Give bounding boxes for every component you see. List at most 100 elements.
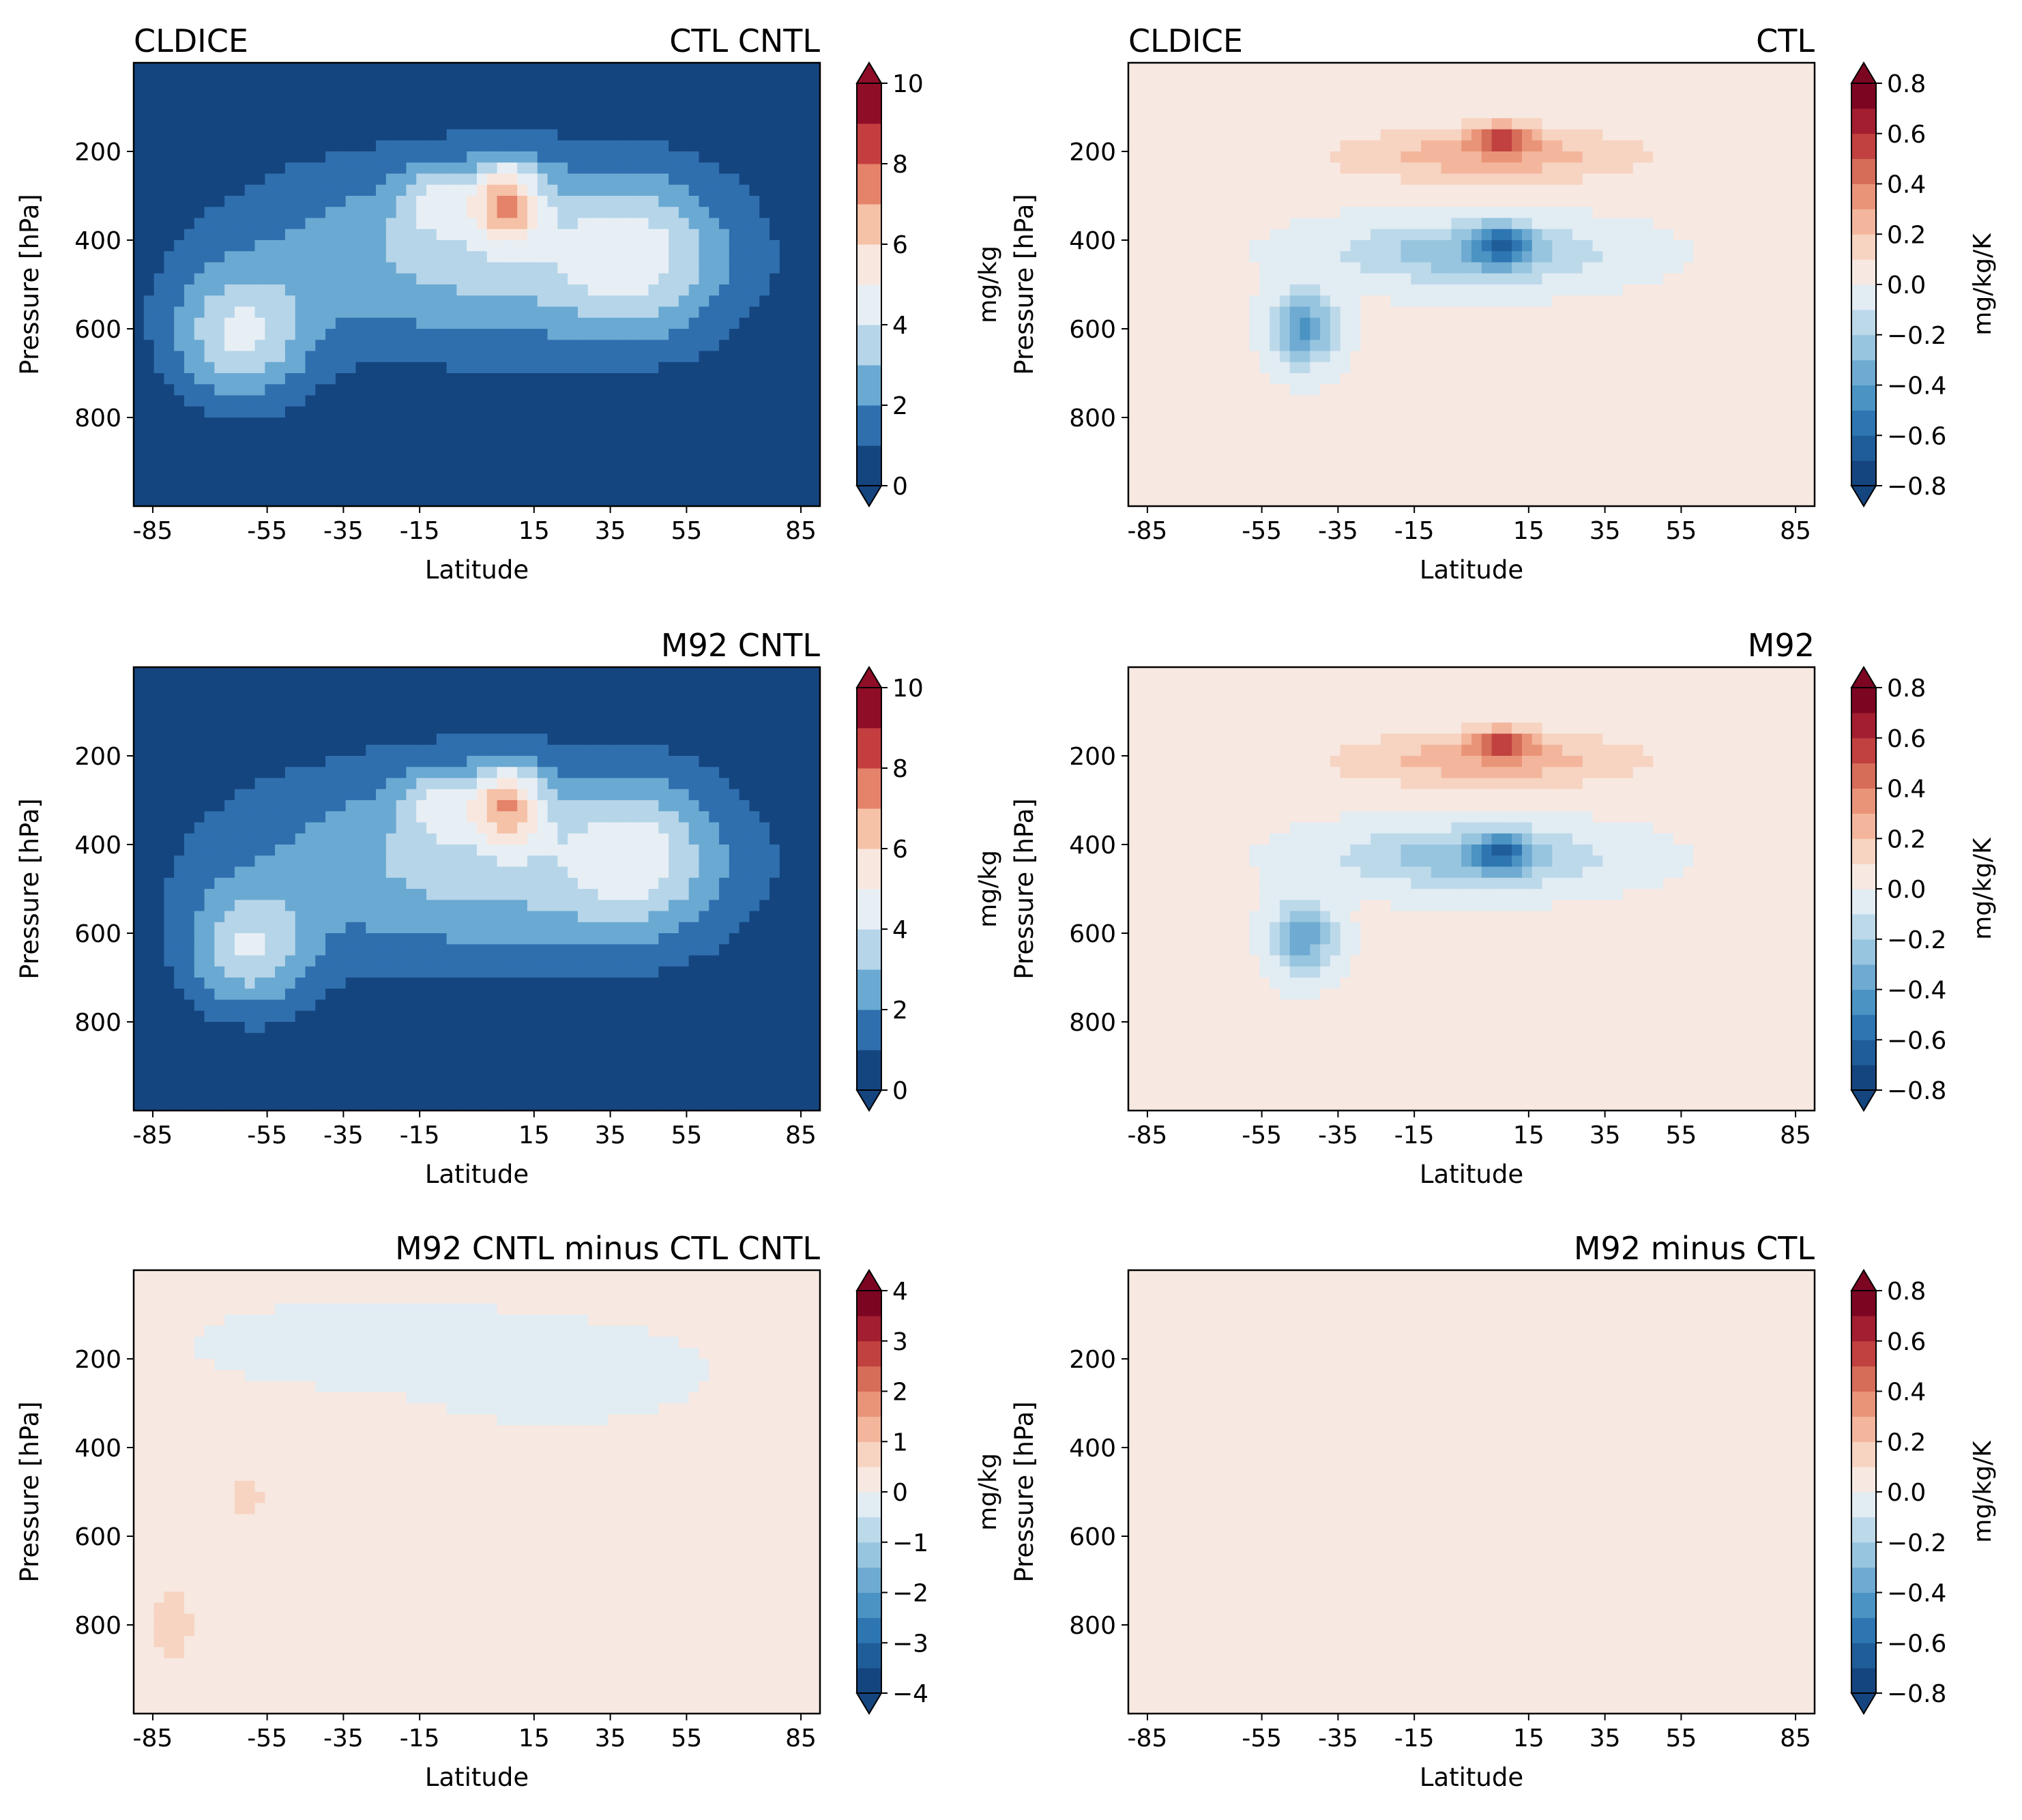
contour-cell	[1653, 140, 1664, 152]
contour-cell	[1431, 329, 1442, 340]
contour-cell	[477, 340, 488, 352]
contour-cell	[779, 107, 791, 119]
contour-cell	[628, 262, 639, 274]
contour-cell	[385, 450, 397, 463]
contour-cell	[376, 240, 387, 252]
contour-cell	[254, 140, 265, 152]
contour-cell	[1512, 229, 1523, 241]
contour-cell	[295, 484, 306, 496]
contour-cell	[759, 140, 770, 152]
contour-cell	[1562, 207, 1573, 219]
contour-cell	[467, 317, 478, 329]
contour-cell	[587, 340, 599, 352]
contour-cell	[385, 207, 397, 219]
contour-cell	[244, 340, 256, 352]
contour-cell	[810, 262, 821, 274]
contour-cell	[305, 395, 316, 407]
contour-cell	[749, 218, 760, 230]
contour-cell	[1521, 173, 1533, 186]
contour-cell	[648, 162, 659, 175]
contour-cell	[134, 284, 145, 296]
contour-cell	[467, 218, 478, 230]
contour-cell	[1279, 395, 1291, 407]
contour-cell	[1411, 417, 1422, 429]
contour-cell	[618, 184, 629, 196]
contour-cell	[426, 162, 437, 175]
contour-cell	[1138, 395, 1149, 407]
contour-cell	[477, 495, 488, 507]
contour-cell	[1572, 439, 1583, 452]
contour-cell	[1632, 262, 1644, 274]
contour-cell	[1390, 107, 1402, 119]
contour-cell	[810, 384, 821, 396]
contour-cell	[1320, 395, 1331, 407]
contour-cell	[184, 273, 195, 285]
contour-cell	[446, 173, 458, 186]
contour-cell	[1401, 184, 1411, 196]
contour-cell	[1512, 207, 1523, 219]
contour-cell	[688, 373, 700, 385]
contour-cell	[174, 295, 185, 308]
contour-cell	[1663, 85, 1674, 97]
contour-cell	[1350, 207, 1361, 219]
contour-cell	[1279, 107, 1291, 119]
contour-cell	[1632, 351, 1644, 363]
contour-cell	[1491, 306, 1502, 319]
contour-cell	[1138, 450, 1149, 463]
contour-cell	[1279, 207, 1291, 219]
contour-cell	[325, 273, 336, 285]
contour-cell	[1491, 329, 1502, 340]
contour-cell	[214, 462, 225, 473]
contour-cell	[517, 118, 528, 130]
contour-cell	[1401, 473, 1411, 485]
contour-cell	[749, 129, 760, 141]
contour-cell	[1270, 462, 1280, 473]
contour-cell	[789, 384, 801, 396]
contour-cell	[1330, 184, 1341, 196]
contour-cell	[467, 240, 478, 252]
contour-cell	[1340, 295, 1351, 308]
contour-cell	[305, 439, 316, 452]
contour-cell	[1259, 107, 1270, 119]
contour-cell	[477, 395, 488, 407]
contour-cell	[1663, 151, 1674, 163]
contour-cell	[497, 495, 508, 507]
contour-cell	[1270, 406, 1280, 418]
contour-cell	[1471, 450, 1482, 463]
contour-cell	[527, 373, 538, 385]
contour-cell	[1371, 140, 1381, 152]
contour-cell	[1249, 428, 1260, 441]
contour-cell	[577, 439, 589, 452]
contour-cell	[1199, 373, 1210, 385]
contour-cell	[1461, 140, 1472, 152]
contour-cell	[749, 184, 760, 196]
contour-cell	[426, 484, 437, 496]
contour-cell	[557, 118, 568, 130]
contour-cell	[658, 417, 669, 429]
contour-cell	[385, 251, 397, 263]
contour-cell	[1562, 74, 1573, 86]
contour-cell	[1562, 129, 1573, 141]
contour-cell	[1542, 251, 1553, 263]
contour-cell	[134, 273, 145, 285]
contour-cell	[800, 96, 810, 108]
contour-cell	[658, 229, 669, 241]
contour-cell	[1613, 317, 1624, 329]
contour-cell	[1320, 129, 1331, 141]
contour-cell	[628, 74, 639, 86]
contour-cell	[1663, 395, 1674, 407]
contour-cell	[1582, 184, 1594, 196]
contour-cell	[184, 229, 195, 241]
contour-cell	[1128, 262, 1139, 274]
contour-cell	[1542, 329, 1553, 340]
contour-cell	[295, 74, 306, 86]
contour-cell	[456, 495, 467, 507]
contour-cell	[174, 184, 185, 196]
contour-cell	[1572, 473, 1583, 485]
contour-cell	[467, 428, 478, 441]
contour-cell	[1491, 96, 1502, 108]
contour-cell	[789, 207, 801, 219]
contour-cell	[749, 428, 760, 441]
contour-cell	[527, 162, 538, 175]
contour-cell	[1441, 340, 1452, 352]
